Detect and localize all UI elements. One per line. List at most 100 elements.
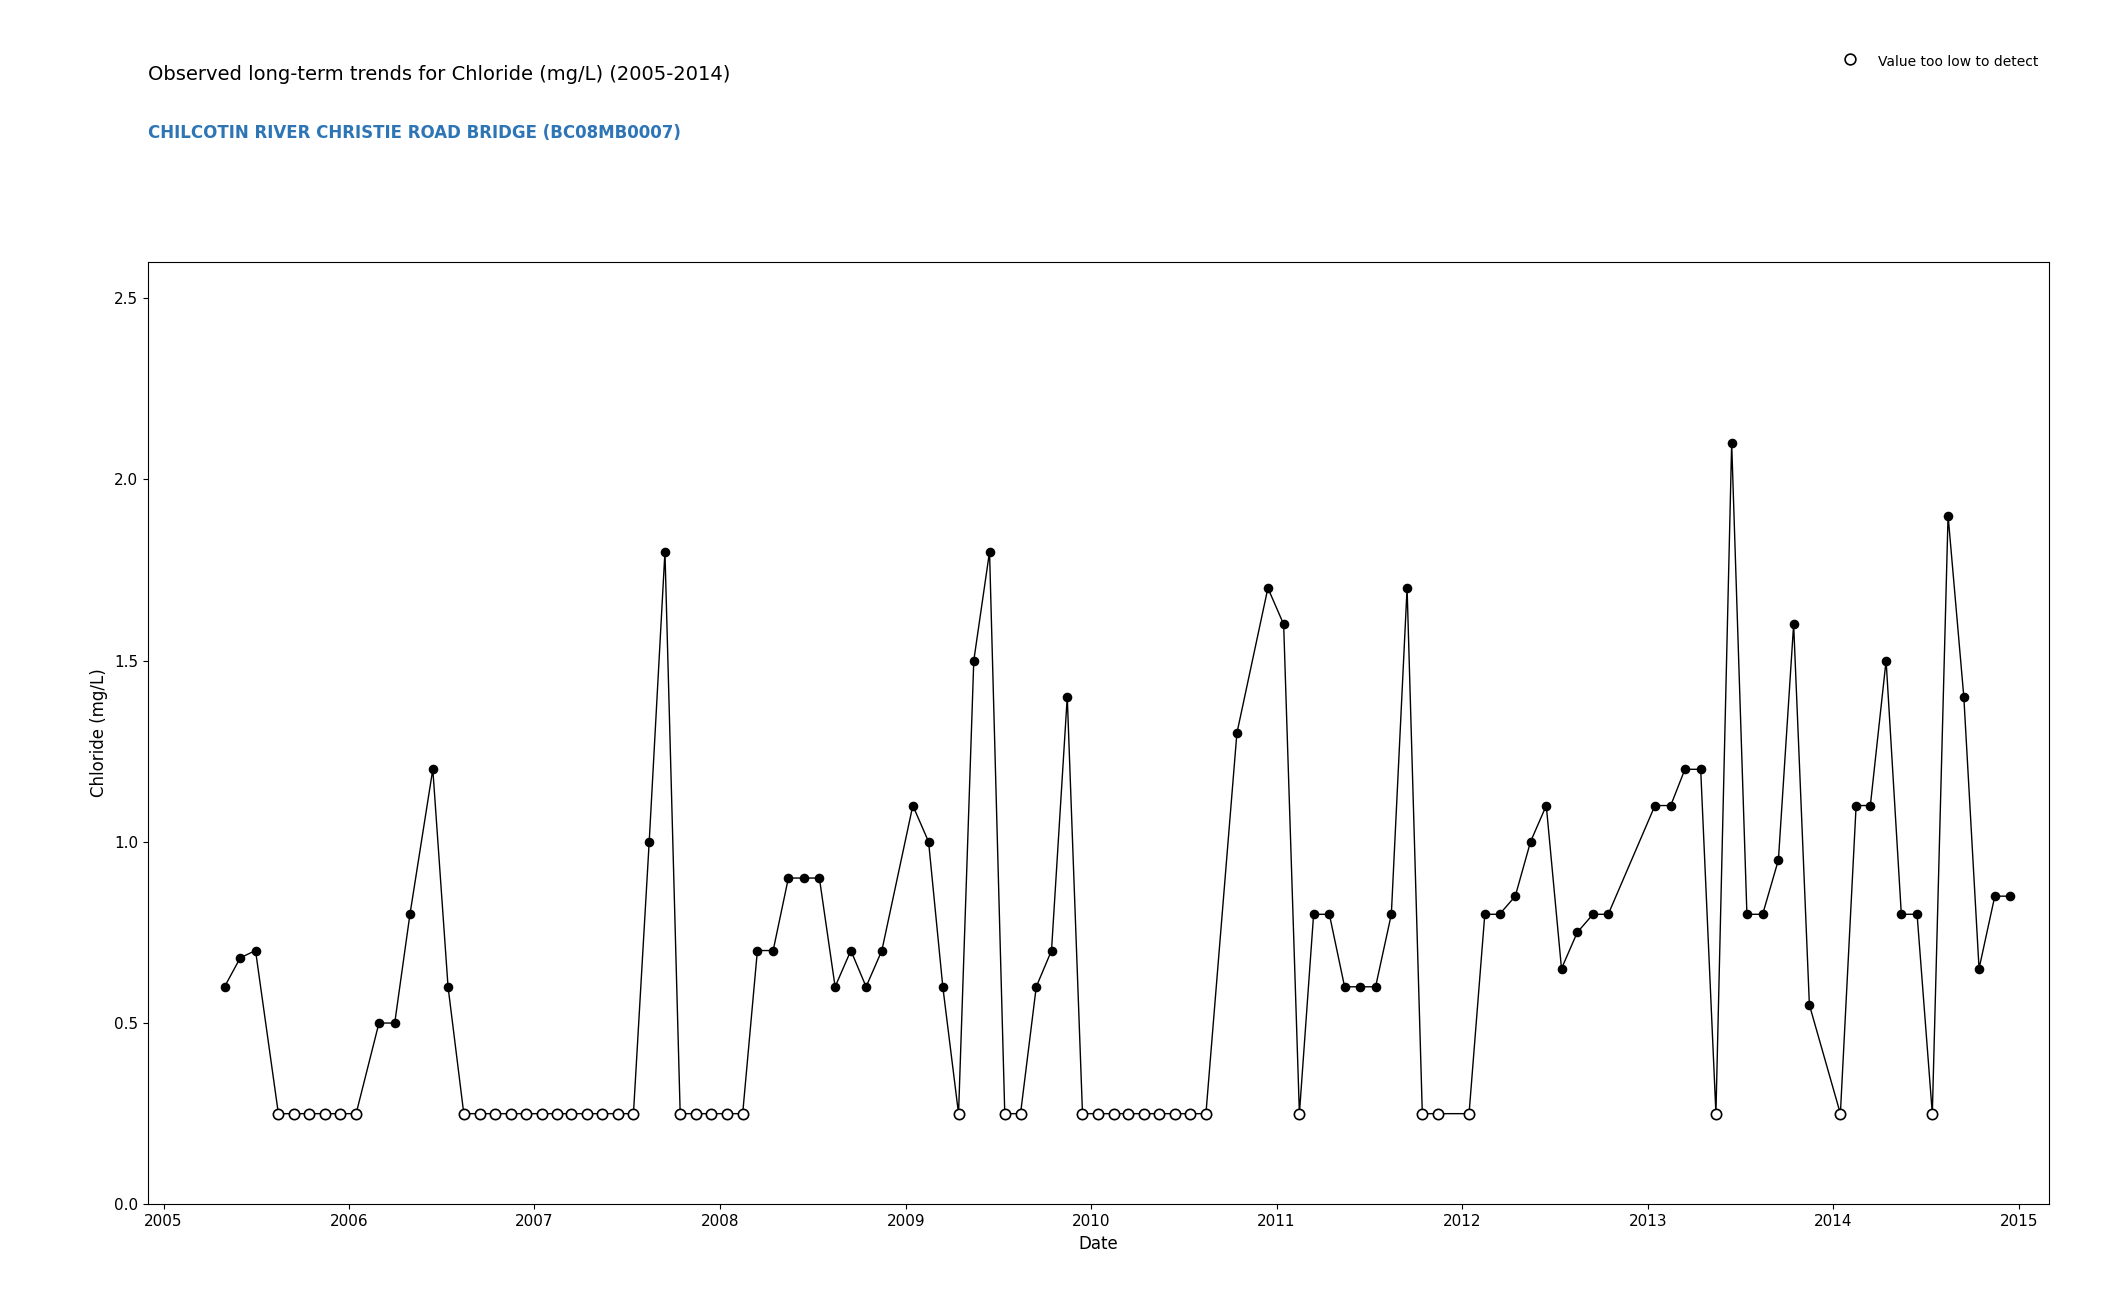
Point [308, 1103, 342, 1124]
Point [849, 977, 883, 997]
Point [1823, 1103, 1856, 1124]
Point [1730, 903, 1764, 924]
Point [494, 1103, 528, 1124]
Point [866, 940, 900, 961]
Point [393, 903, 427, 924]
Point [291, 1103, 325, 1124]
Point [570, 1103, 604, 1124]
Point [756, 940, 790, 961]
Y-axis label: Chloride (mg/L): Chloride (mg/L) [91, 669, 108, 797]
Point [680, 1103, 714, 1124]
Point [974, 542, 1007, 563]
Point [1453, 1103, 1487, 1124]
Point [277, 1103, 310, 1124]
Point [1639, 795, 1673, 816]
Point [1312, 903, 1345, 924]
Point [1483, 903, 1516, 924]
Point [1250, 577, 1284, 598]
Point [1840, 795, 1873, 816]
Point [727, 1103, 760, 1124]
Point [1979, 886, 2013, 907]
Point [509, 1103, 543, 1124]
Point [602, 1103, 636, 1124]
Point [1715, 432, 1749, 453]
Point [1869, 651, 1903, 672]
Point [1761, 850, 1795, 870]
Point [1128, 1103, 1162, 1124]
Point [524, 1103, 558, 1124]
Point [803, 868, 836, 889]
Point [1174, 1103, 1208, 1124]
Point [631, 831, 665, 852]
Point [1343, 977, 1377, 997]
Point [416, 759, 450, 780]
Point [1514, 831, 1548, 852]
Point [1035, 940, 1069, 961]
Point [361, 1013, 395, 1034]
Point [1328, 977, 1362, 997]
Point [1189, 1103, 1223, 1124]
Point [1747, 903, 1780, 924]
Point [1698, 1103, 1732, 1124]
Point [1050, 686, 1083, 707]
Point [1544, 958, 1578, 979]
Point [834, 940, 868, 961]
Point [239, 940, 272, 961]
Point [1683, 759, 1717, 780]
Point [988, 1103, 1022, 1124]
Point [207, 977, 241, 997]
Point [817, 977, 851, 997]
Point [224, 948, 258, 969]
Point [1421, 1103, 1455, 1124]
Point [1654, 795, 1687, 816]
Point [555, 1103, 589, 1124]
Point [1143, 1103, 1176, 1124]
Point [1282, 1103, 1316, 1124]
Point [925, 977, 959, 997]
Point [617, 1103, 650, 1124]
Point [262, 1103, 296, 1124]
Point [788, 868, 822, 889]
Point [1375, 903, 1409, 924]
Point [585, 1103, 619, 1124]
Point [541, 1103, 574, 1124]
Point [463, 1103, 496, 1124]
Point [1020, 977, 1054, 997]
Point [323, 1103, 357, 1124]
Point [1947, 686, 1981, 707]
Point [1096, 1103, 1130, 1124]
Point [1404, 1103, 1438, 1124]
Point [1576, 903, 1609, 924]
Point [1833, 48, 1867, 69]
Point [1901, 903, 1935, 924]
Point [710, 1103, 743, 1124]
Point [1668, 759, 1702, 780]
Point [957, 651, 991, 672]
Point [448, 1103, 482, 1124]
Point [340, 1103, 374, 1124]
Point [942, 1103, 976, 1124]
Point [663, 1103, 697, 1124]
Point [477, 1103, 511, 1124]
Point [912, 831, 946, 852]
Point [1497, 886, 1531, 907]
Point [771, 868, 805, 889]
Text: Value too low to detect: Value too low to detect [1878, 55, 2038, 68]
Point [1468, 903, 1502, 924]
Point [1297, 903, 1331, 924]
Point [1884, 903, 1918, 924]
Point [1358, 977, 1392, 997]
Text: CHILCOTIN RIVER CHRISTIE ROAD BRIDGE (BC08MB0007): CHILCOTIN RIVER CHRISTIE ROAD BRIDGE (BC… [148, 124, 680, 143]
Point [741, 940, 775, 961]
Point [1916, 1103, 1949, 1124]
Point [648, 542, 682, 563]
Point [1081, 1103, 1115, 1124]
Point [1111, 1103, 1145, 1124]
Point [1962, 958, 1996, 979]
Point [1003, 1103, 1037, 1124]
Point [1994, 886, 2028, 907]
Point [1221, 723, 1255, 744]
Point [895, 795, 929, 816]
Point [1561, 922, 1595, 942]
Text: Observed long-term trends for Chloride (mg/L) (2005-2014): Observed long-term trends for Chloride (… [148, 65, 731, 85]
